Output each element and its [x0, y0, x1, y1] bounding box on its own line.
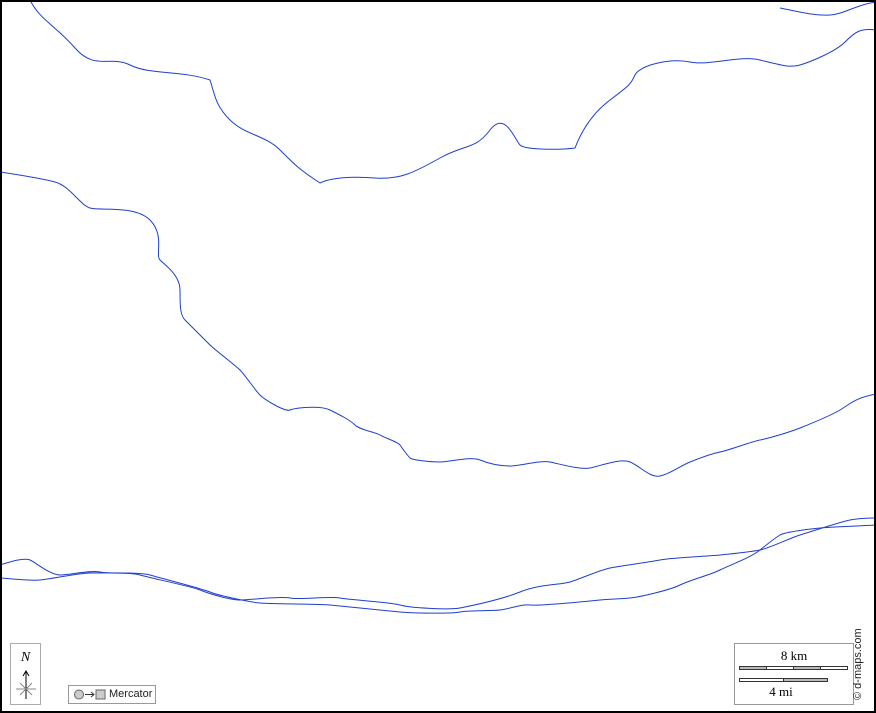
- copyright-credit: © d-maps.com: [852, 628, 864, 700]
- river-north: [29, 0, 876, 184]
- projection-label: Mercator: [68, 685, 156, 704]
- scale-metric-label: 8 km: [780, 648, 808, 663]
- compass: N: [10, 643, 41, 705]
- scale-bars: [739, 666, 848, 682]
- river-south-b: [0, 524, 876, 614]
- scale-imperial-label: 4 mi: [769, 684, 793, 699]
- compass-north-label: N: [20, 650, 31, 665]
- scale-imperial-bar: [739, 678, 828, 682]
- circle-to-square-icon: [74, 689, 106, 700]
- scale-metric-bar: [739, 666, 848, 670]
- river-north-east: [779, 1, 876, 16]
- scale-bar: 8 km 4 mi: [734, 643, 854, 705]
- projection-name: Mercator: [109, 688, 153, 700]
- river-south-a: [0, 517, 876, 610]
- north-arrow-icon: [16, 670, 36, 699]
- river-middle: [0, 171, 876, 477]
